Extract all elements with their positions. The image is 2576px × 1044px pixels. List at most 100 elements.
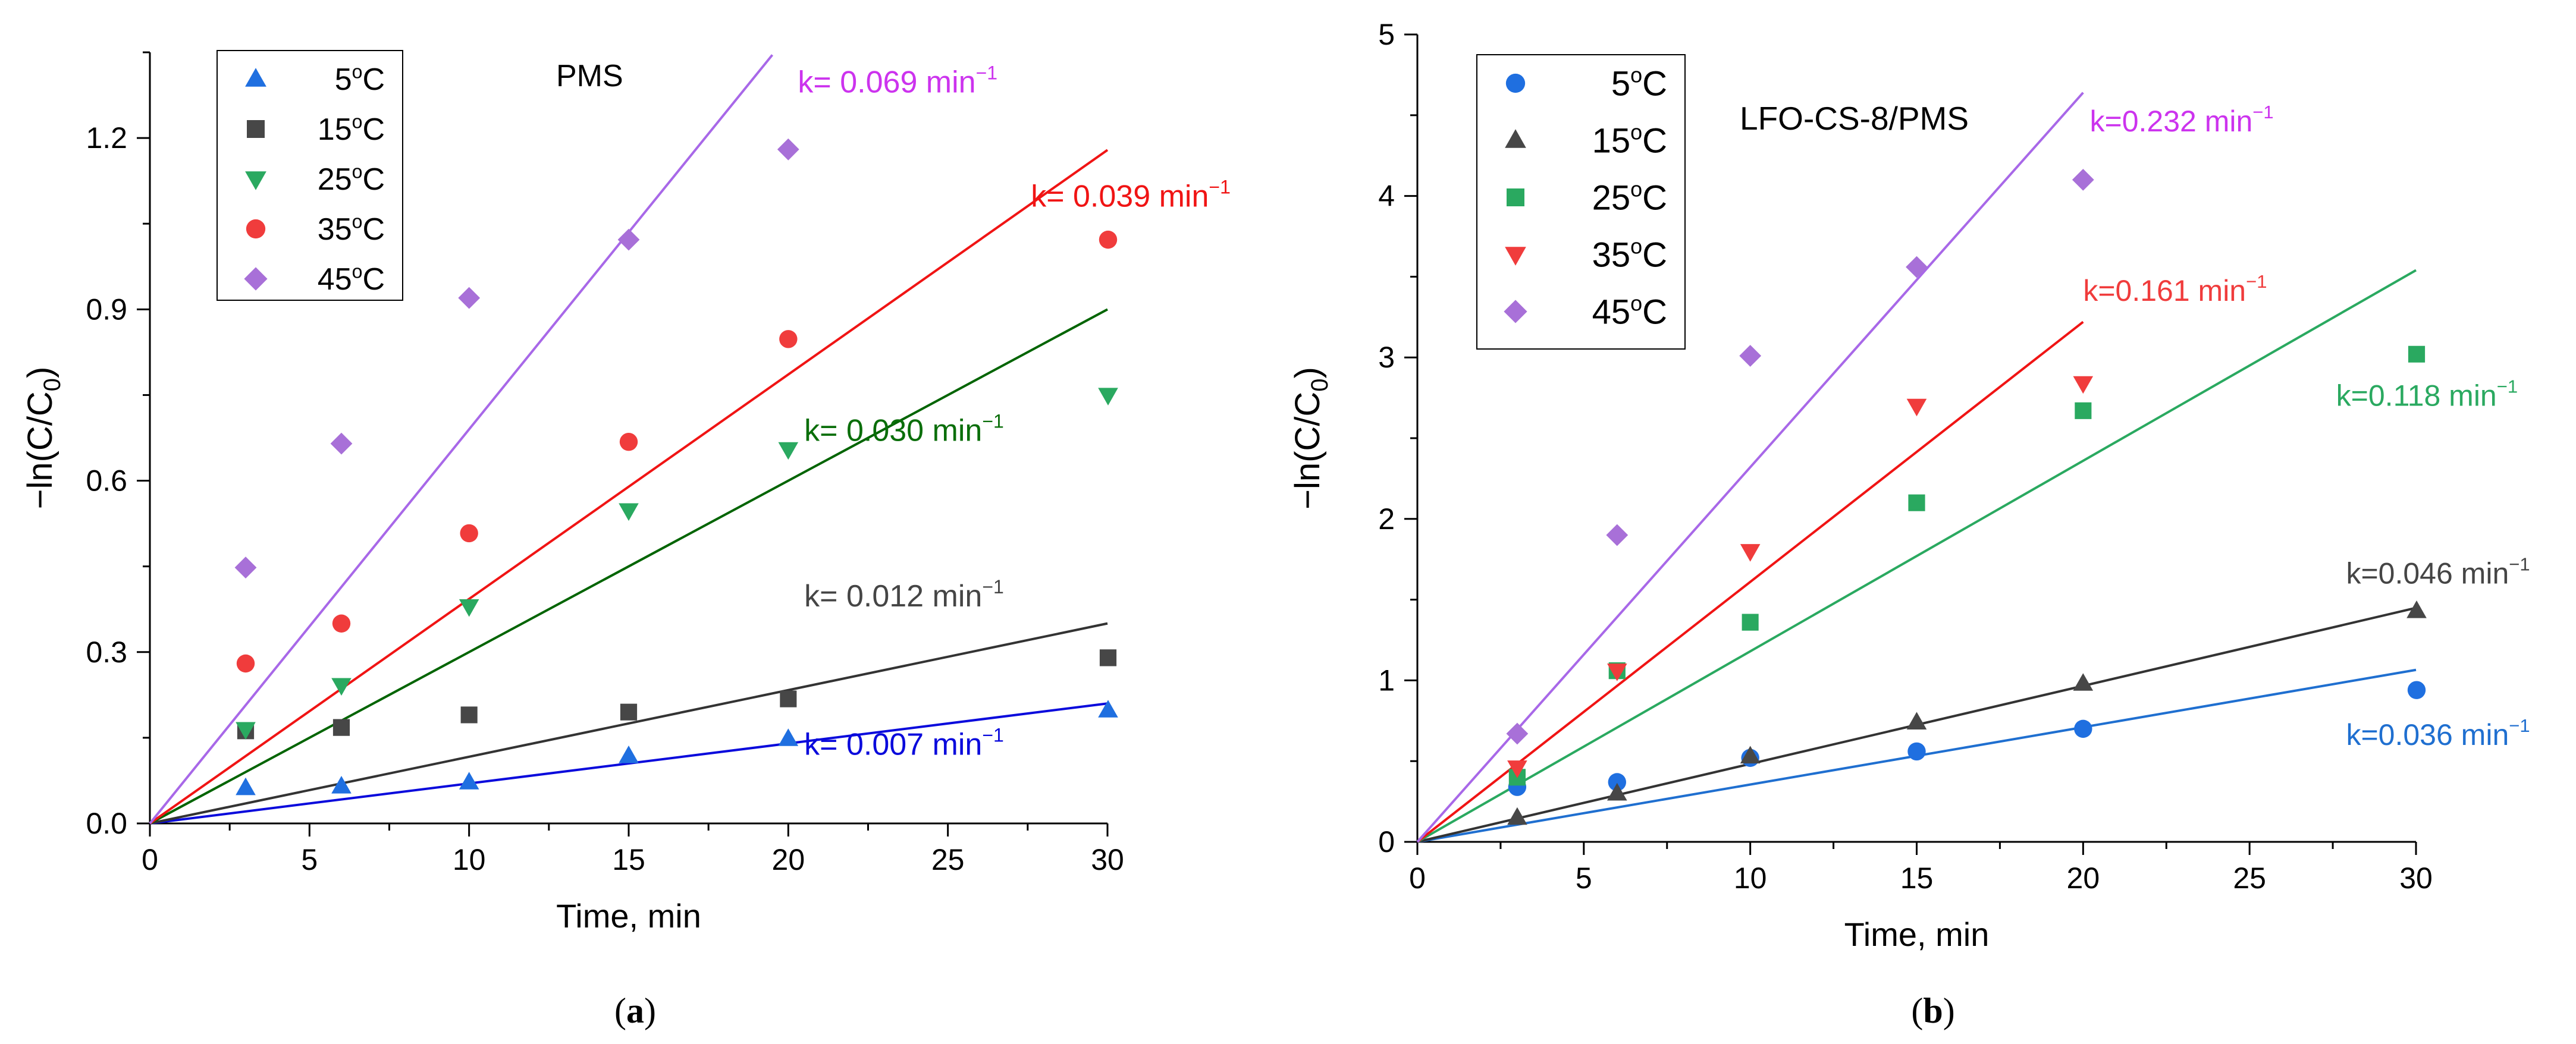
y-tick-label: 1 (1378, 663, 1395, 697)
data-point-5C (1098, 700, 1118, 718)
data-point-45C (2072, 169, 2094, 191)
y-axis-label-close: ) (21, 367, 59, 378)
y-tick-label: 2 (1378, 502, 1395, 536)
legend-label-temp: 15 (1592, 121, 1631, 160)
y-axis-label-close: ) (1288, 367, 1327, 378)
data-point-5C (778, 728, 799, 746)
fit-line-25C (1417, 269, 2417, 843)
fit-line-15C (149, 622, 1108, 825)
legend-label-15C: 15oC (318, 111, 385, 147)
legend-marker-15C (1505, 129, 1526, 148)
y-tick-label: 0.6 (86, 464, 127, 498)
x-axis-label: Time, min (556, 897, 701, 935)
legend-label-temp: 35 (1592, 235, 1631, 274)
data-point-15C (1099, 649, 1117, 666)
legend-label-degree: o (352, 210, 363, 232)
legend-label-35C: 35oC (1592, 234, 1667, 274)
legend-label-unit: C (1642, 235, 1667, 274)
y-axis-label-main: −ln(C/C (1288, 392, 1327, 510)
legend-marker-5C (1505, 73, 1526, 93)
legend-label-unit: C (362, 112, 385, 147)
rate-constant-value: k=0.232 min (2090, 105, 2253, 138)
rate-constant-label-45C: k=0.232 min−1 (2090, 102, 2274, 138)
data-point-45C (330, 432, 353, 455)
legend-label-temp: 5 (335, 62, 352, 97)
x-tick-label: 5 (301, 843, 318, 876)
data-point-35C (619, 433, 638, 451)
legend-label-degree: o (1630, 177, 1642, 201)
x-tick-label: 15 (1900, 861, 1934, 895)
panel-caption-open: ( (614, 991, 626, 1030)
legend-label-45C: 45oC (1592, 291, 1667, 331)
data-point-25C (2408, 345, 2426, 363)
data-point-25C (236, 722, 256, 740)
data-point-25C (2075, 402, 2092, 419)
data-point-35C (1906, 398, 1927, 417)
rate-constant-label-35C: k=0.161 min−1 (2083, 271, 2267, 307)
data-point-5C (1907, 742, 1926, 761)
y-tick-label: 0.9 (86, 293, 127, 326)
legend-label-45C: 45oC (318, 260, 385, 297)
data-point-5C (459, 772, 479, 790)
rate-constant-value: k= 0.039 min (1031, 179, 1209, 213)
legend-label-degree: o (352, 111, 363, 132)
legend-marker-25C (245, 171, 266, 190)
data-point-45C (458, 287, 481, 309)
data-point-35C (779, 330, 798, 348)
x-tick-label: 30 (2399, 861, 2433, 895)
data-point-5C (619, 746, 639, 763)
legend-label-25C: 25oC (1592, 177, 1667, 217)
legend-label-degree: o (352, 61, 363, 82)
y-axis-label: −ln(C/C0) (1288, 367, 1333, 510)
legend-label-temp: 25 (318, 162, 352, 197)
legend-label-degree: o (1630, 291, 1642, 315)
rate-constant-exponent: −1 (1209, 176, 1230, 197)
x-tick-label: 10 (1734, 861, 1767, 895)
y-tick-label: 1.2 (86, 121, 127, 155)
legend-label-unit: C (1642, 178, 1667, 217)
legend-label-degree: o (1630, 234, 1642, 258)
fit-line-35C (1416, 320, 2084, 843)
rate-constant-value: k= 0.069 min (798, 65, 975, 99)
rate-constant-value: k=0.118 min (2336, 379, 2497, 413)
data-point-15C (460, 706, 478, 724)
rate-constant-exponent: −1 (976, 62, 997, 83)
x-tick-label: 15 (612, 843, 645, 876)
rate-constant-value: k=0.046 min (2346, 556, 2509, 590)
rate-constant-exponent: −1 (982, 576, 1003, 598)
rate-constant-value: k=0.036 min (2346, 718, 2509, 751)
rate-constant-exponent: −1 (982, 725, 1003, 746)
data-point-45C (617, 228, 640, 251)
data-point-35C (332, 614, 351, 633)
rate-constant-exponent: −1 (2497, 376, 2518, 397)
data-point-15C (1507, 807, 1527, 825)
x-tick-label: 20 (772, 843, 805, 876)
data-point-5C (236, 777, 256, 795)
x-tick-label: 25 (2233, 861, 2266, 895)
data-point-5C (331, 776, 352, 794)
rate-constant-exponent: −1 (2509, 554, 2530, 574)
rate-constant-value: k=0.161 min (2083, 274, 2246, 307)
y-axis-label-subscript: 0 (39, 378, 65, 391)
legend-label-temp: 5 (1611, 64, 1630, 103)
panel-caption-letter: b (1923, 991, 1943, 1030)
chart-title: LFO-CS-8/PMS (1740, 100, 1969, 137)
data-point-5C (2407, 681, 2426, 699)
panel-caption-close: ) (1943, 991, 1955, 1030)
rate-constant-exponent: −1 (982, 410, 1003, 432)
data-point-35C (1099, 230, 1118, 249)
fit-line-25C (149, 308, 1108, 825)
legend-marker-15C (247, 120, 265, 138)
data-point-45C (1906, 256, 1928, 278)
chart-title: PMS (556, 59, 623, 93)
x-axis-label: Time, min (1844, 916, 1990, 953)
fit-line-5C (149, 702, 1108, 825)
panel-caption: (a) (614, 991, 656, 1030)
legend-label-5C: 5oC (335, 61, 385, 97)
x-tick-label: 0 (1409, 861, 1426, 895)
y-tick-label: 5 (1378, 18, 1395, 51)
data-point-25C (1098, 388, 1118, 405)
legend-label-degree: o (1630, 62, 1642, 87)
